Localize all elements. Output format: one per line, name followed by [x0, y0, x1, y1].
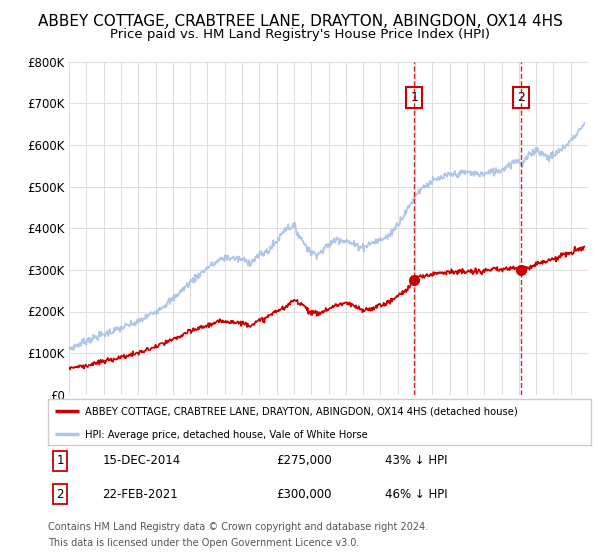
Text: 46% ↓ HPI: 46% ↓ HPI — [385, 488, 447, 501]
Text: HPI: Average price, detached house, Vale of White Horse: HPI: Average price, detached house, Vale… — [85, 430, 368, 440]
Text: 22-FEB-2021: 22-FEB-2021 — [103, 488, 178, 501]
Text: 1: 1 — [56, 454, 64, 468]
Text: 1: 1 — [410, 91, 418, 104]
Text: 2: 2 — [56, 488, 64, 501]
Text: Price paid vs. HM Land Registry's House Price Index (HPI): Price paid vs. HM Land Registry's House … — [110, 28, 490, 41]
Text: ABBEY COTTAGE, CRABTREE LANE, DRAYTON, ABINGDON, OX14 4HS: ABBEY COTTAGE, CRABTREE LANE, DRAYTON, A… — [38, 14, 562, 29]
Text: This data is licensed under the Open Government Licence v3.0.: This data is licensed under the Open Gov… — [48, 538, 359, 548]
Text: 2: 2 — [517, 91, 525, 104]
Text: 15-DEC-2014: 15-DEC-2014 — [103, 454, 181, 468]
Text: Contains HM Land Registry data © Crown copyright and database right 2024.: Contains HM Land Registry data © Crown c… — [48, 522, 428, 532]
Text: ABBEY COTTAGE, CRABTREE LANE, DRAYTON, ABINGDON, OX14 4HS (detached house): ABBEY COTTAGE, CRABTREE LANE, DRAYTON, A… — [85, 407, 518, 417]
Text: 43% ↓ HPI: 43% ↓ HPI — [385, 454, 447, 468]
Text: £275,000: £275,000 — [276, 454, 332, 468]
Text: £300,000: £300,000 — [276, 488, 332, 501]
